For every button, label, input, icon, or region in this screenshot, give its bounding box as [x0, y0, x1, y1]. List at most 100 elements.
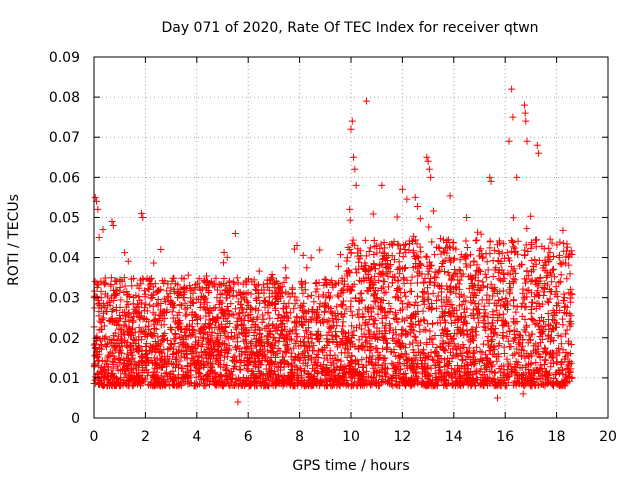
data-point — [241, 336, 249, 344]
data-point — [135, 292, 143, 300]
data-point — [193, 348, 201, 356]
data-point — [435, 244, 443, 252]
data-point — [153, 342, 161, 350]
y-tick-label: 0.09 — [49, 50, 80, 66]
data-point — [248, 338, 256, 346]
data-point — [188, 299, 196, 307]
data-point — [550, 265, 558, 273]
data-point — [344, 243, 352, 251]
data-point — [231, 229, 239, 237]
data-point — [375, 276, 383, 284]
data-point — [447, 276, 455, 284]
data-point — [509, 239, 517, 247]
data-point — [406, 287, 414, 295]
data-point — [180, 275, 188, 283]
data-point — [339, 297, 347, 305]
data-point — [164, 280, 172, 288]
data-point — [563, 326, 571, 334]
data-point — [232, 305, 240, 313]
data-point — [212, 377, 220, 385]
data-point — [254, 306, 262, 314]
data-point — [138, 209, 146, 217]
data-point — [402, 292, 410, 300]
data-point — [443, 282, 451, 290]
data-point — [489, 336, 497, 344]
data-point — [291, 300, 299, 308]
data-point — [546, 295, 554, 303]
data-point — [260, 286, 268, 294]
data-point — [395, 338, 403, 346]
data-point — [445, 342, 453, 350]
data-point — [536, 291, 544, 299]
data-point — [463, 213, 471, 221]
data-point — [329, 366, 337, 374]
data-point — [548, 278, 556, 286]
data-point — [324, 356, 332, 364]
data-point — [415, 321, 423, 329]
data-point — [322, 382, 330, 390]
data-point — [208, 364, 216, 372]
data-point — [447, 348, 454, 356]
data-point — [374, 368, 382, 376]
data-point — [470, 257, 478, 265]
data-points — [90, 85, 576, 406]
data-point — [264, 301, 272, 309]
data-point — [415, 254, 423, 262]
data-point — [271, 358, 279, 366]
data-point — [399, 376, 407, 384]
data-point — [384, 376, 392, 384]
data-point — [393, 314, 401, 322]
data-point — [192, 373, 200, 381]
data-point — [163, 369, 171, 377]
data-point — [366, 353, 374, 361]
data-point — [348, 322, 356, 330]
data-point — [457, 312, 465, 320]
data-point — [471, 271, 479, 279]
data-point — [435, 373, 443, 381]
data-point — [512, 368, 520, 376]
data-point — [564, 253, 572, 261]
data-point — [288, 284, 296, 292]
data-point — [218, 320, 226, 328]
data-point — [563, 309, 571, 317]
data-point — [220, 249, 228, 257]
data-point — [528, 316, 536, 324]
data-point — [95, 234, 103, 241]
data-point — [236, 345, 244, 353]
data-point — [151, 364, 159, 372]
data-point — [555, 381, 563, 389]
data-point — [127, 361, 135, 369]
data-point — [229, 278, 237, 286]
data-point — [534, 369, 542, 377]
data-point — [486, 237, 494, 245]
data-point — [436, 363, 444, 371]
data-point — [337, 251, 345, 259]
data-point — [287, 366, 295, 374]
data-point — [523, 377, 531, 385]
data-point — [361, 319, 369, 327]
data-point — [483, 274, 491, 282]
y-tick-labels: 0 0.01 0.02 0.03 0.04 0.05 0.06 0.07 0.08 0.09 — [49, 50, 80, 427]
data-point — [149, 290, 157, 298]
data-point — [154, 301, 162, 309]
x-tick-label: 16 — [496, 429, 514, 445]
data-point — [216, 325, 224, 333]
data-point — [485, 299, 493, 307]
data-point — [304, 334, 312, 342]
data-point — [522, 279, 530, 287]
data-point — [271, 299, 279, 307]
data-point — [367, 346, 375, 354]
data-point — [257, 361, 265, 369]
data-point — [146, 301, 154, 309]
data-point — [234, 314, 242, 322]
data-point — [95, 326, 103, 334]
data-point — [440, 346, 448, 354]
data-point — [551, 290, 559, 298]
data-point — [220, 360, 228, 368]
data-point — [178, 364, 186, 372]
data-point — [312, 279, 320, 287]
data-point — [202, 272, 210, 280]
data-point — [215, 322, 223, 330]
data-point — [398, 305, 406, 313]
data-point — [358, 341, 366, 349]
